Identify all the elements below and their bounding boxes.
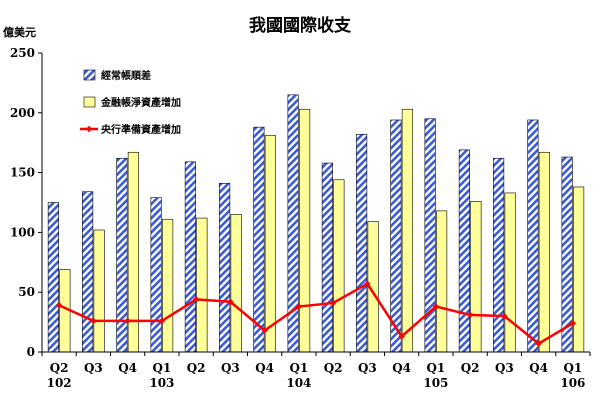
line-point	[501, 312, 508, 320]
bar-financial-account	[401, 108, 413, 353]
legend-label: 金融帳淨資產增加	[100, 96, 181, 109]
bar-financial-account	[264, 135, 276, 353]
chart-title: 我國國際收支	[249, 15, 352, 36]
legend-swatch-marker	[85, 125, 93, 133]
line-point	[466, 311, 474, 319]
x-tick-label-year: 105	[423, 376, 448, 390]
bar-current-account	[184, 161, 196, 353]
line-point	[569, 320, 577, 327]
x-tick-label-quarter: Q3	[358, 361, 377, 375]
legend-swatch	[83, 69, 96, 81]
bar-current-account	[458, 149, 470, 353]
bar-financial-account	[538, 151, 550, 353]
bar-financial-account	[573, 186, 585, 353]
line-point	[192, 296, 200, 303]
y-tick-label: 200	[10, 106, 35, 120]
bar-current-account	[390, 119, 402, 353]
bar-financial-account	[436, 210, 448, 353]
x-tick-label-quarter: Q1	[426, 361, 445, 375]
x-tick-label-year: 103	[149, 376, 174, 390]
line-point	[295, 303, 303, 310]
x-tick-label-year: 102	[47, 376, 72, 390]
x-tick-label-quarter: Q1	[289, 361, 308, 375]
y-tick-label: 50	[18, 285, 35, 299]
line-point	[124, 317, 131, 325]
bar-financial-account	[470, 201, 482, 353]
x-tick-label-quarter: Q4	[255, 361, 274, 375]
x-tick-label-quarter: Q1	[563, 361, 582, 375]
bar-financial-account	[162, 218, 174, 353]
legend-label: 央行準備資產增加	[101, 123, 181, 136]
x-tick-label-quarter: Q4	[529, 361, 548, 375]
bar-financial-account	[230, 214, 242, 353]
x-tick-label-year: 104	[286, 376, 311, 390]
bar-current-account	[116, 157, 128, 353]
line-point	[535, 340, 542, 347]
bar-financial-account	[299, 108, 311, 353]
line-reserve-assets	[58, 282, 574, 346]
x-tick-label-quarter: Q4	[392, 361, 411, 375]
x-tick-label-quarter: Q1	[152, 361, 171, 375]
x-tick-label-quarter: Q3	[221, 361, 240, 375]
x-tick-label-year: 106	[560, 376, 585, 390]
y-axis-unit: 億美元	[3, 25, 36, 39]
x-tick-label-quarter: Q3	[495, 361, 514, 375]
y-tick-label: 0	[27, 345, 35, 359]
line-point	[158, 317, 166, 325]
legend-label: 經常帳順差	[101, 69, 151, 82]
x-tick-label-quarter: Q2	[461, 361, 480, 375]
line-point	[398, 333, 405, 340]
bar-financial-account	[333, 179, 345, 353]
x-tick-label-quarter: Q3	[84, 361, 103, 375]
bar-current-account	[527, 119, 539, 353]
bar-current-account	[356, 134, 368, 353]
bar-financial-account	[93, 229, 105, 353]
x-tick-label-quarter: Q2	[324, 361, 343, 375]
x-tick-label-quarter: Q2	[50, 361, 69, 375]
bar-financial-account	[504, 192, 516, 353]
bar-current-account	[219, 183, 231, 353]
legend-swatch	[83, 96, 96, 108]
x-tick-label-quarter: Q2	[187, 361, 206, 375]
line-point	[329, 299, 337, 307]
bar-current-account	[82, 191, 94, 353]
line-point	[55, 302, 63, 309]
line-point	[432, 303, 440, 310]
line-point	[364, 280, 371, 288]
bar-current-account	[150, 197, 162, 353]
line-point	[227, 298, 234, 305]
y-tick-label: 150	[10, 166, 35, 180]
y-tick-label: 250	[10, 46, 35, 60]
y-tick-label: 100	[10, 225, 35, 239]
bar-current-account	[321, 162, 333, 353]
line-point	[90, 317, 97, 325]
x-tick-label-quarter: Q4	[118, 361, 137, 375]
bar-current-account	[253, 126, 265, 353]
bar-current-account	[47, 202, 59, 353]
bar-current-account	[424, 118, 436, 353]
line-point	[261, 327, 268, 334]
bar-financial-account	[196, 217, 208, 353]
bar-current-account	[493, 157, 505, 353]
